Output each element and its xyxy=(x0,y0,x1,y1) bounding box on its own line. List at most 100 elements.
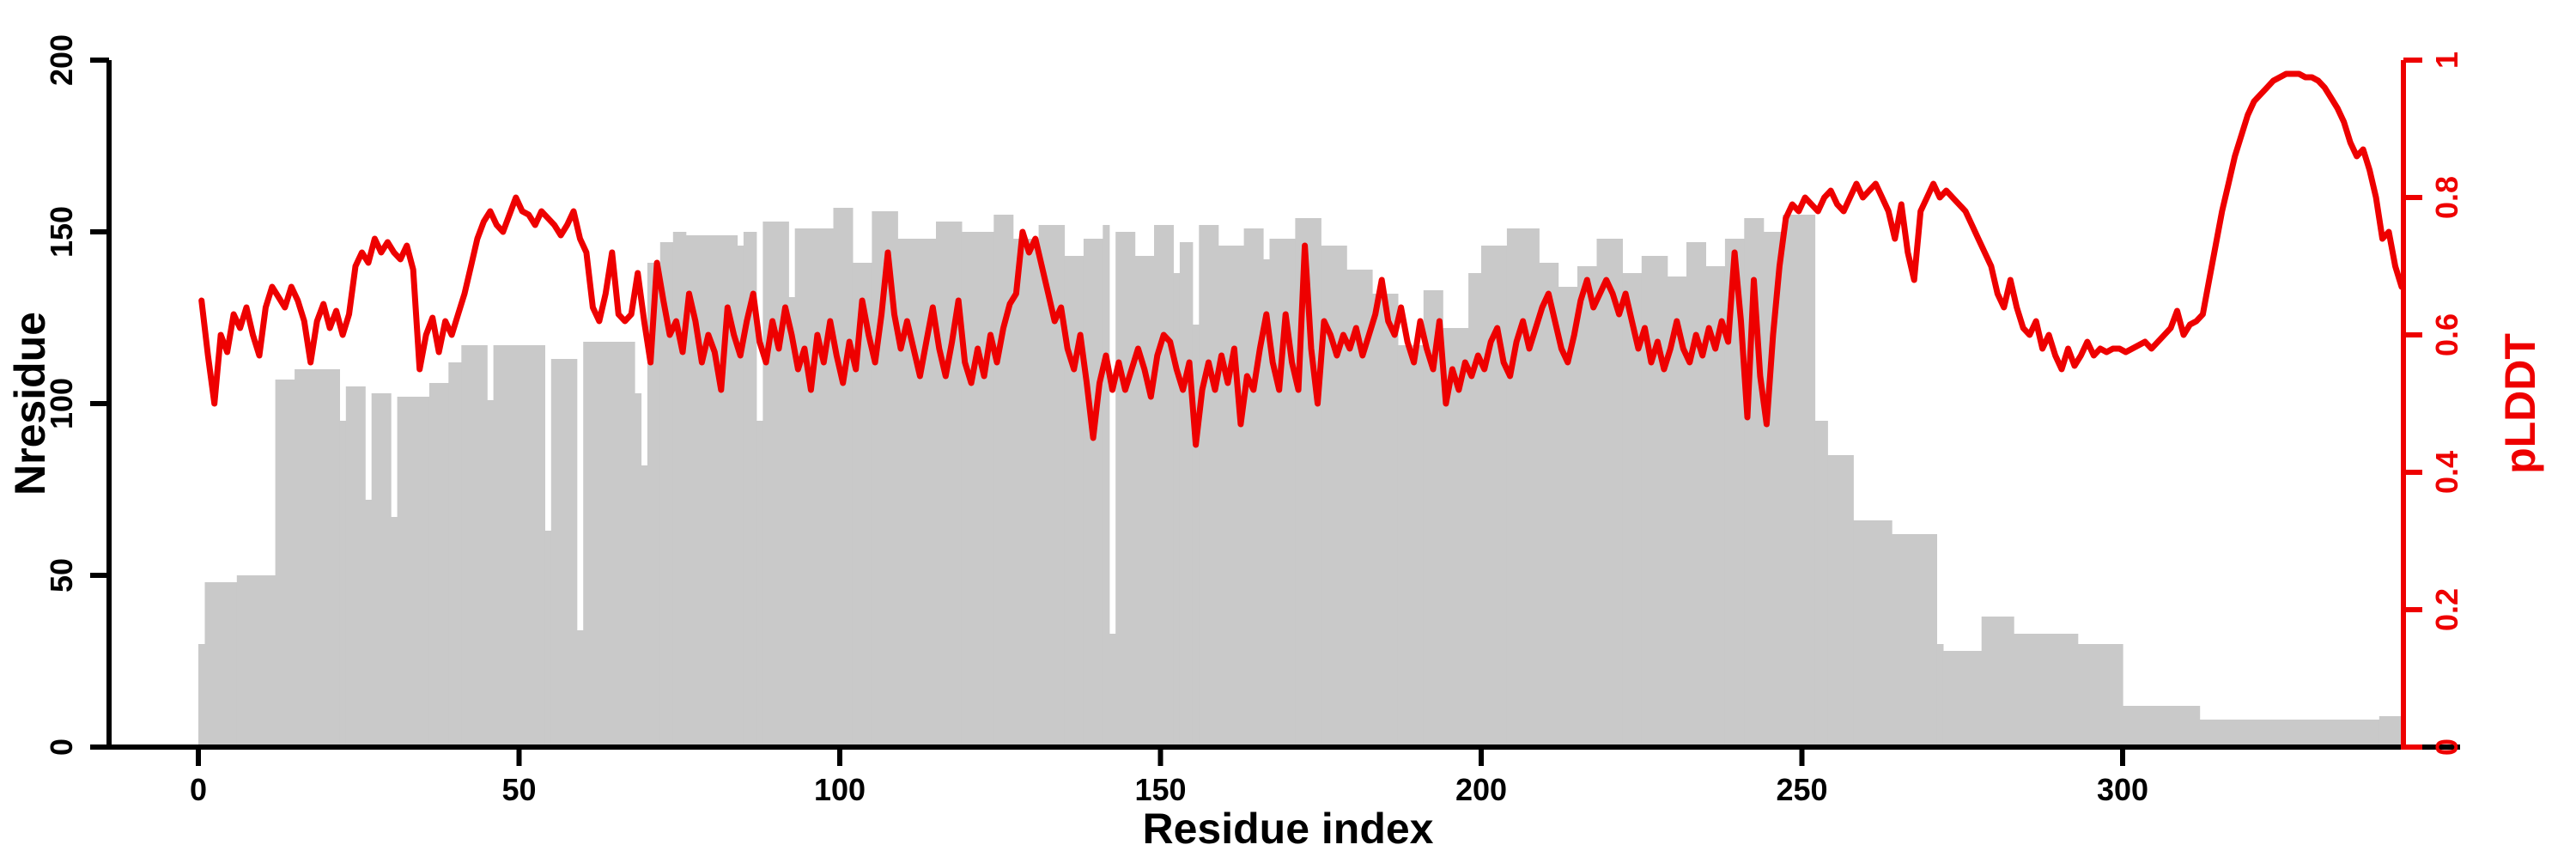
bar-run xyxy=(1468,273,1482,747)
bar-run xyxy=(1192,325,1200,747)
bar-run xyxy=(1115,232,1136,747)
bar-run xyxy=(204,582,238,747)
bar-run xyxy=(550,359,578,747)
y-tick-label-right: 0.8 xyxy=(2429,176,2464,219)
bar-run xyxy=(1154,225,1174,747)
bar-run xyxy=(1064,256,1084,747)
bar-run xyxy=(295,369,340,747)
x-tick-label: 150 xyxy=(1134,772,1186,807)
bar-run xyxy=(1243,228,1264,747)
bar-run xyxy=(635,393,642,747)
y-tick-label-left: 150 xyxy=(44,206,79,258)
bar-run xyxy=(1372,294,1399,747)
bar-run xyxy=(544,531,552,747)
bar-run xyxy=(461,345,488,747)
bar-run xyxy=(659,242,674,747)
x-tick-label: 0 xyxy=(190,772,207,807)
bar-run xyxy=(1397,345,1425,747)
x-tick-label: 200 xyxy=(1455,772,1507,807)
bar-run xyxy=(1481,246,1508,747)
x-tick-label: 300 xyxy=(2097,772,2148,807)
x-axis xyxy=(109,744,2460,766)
bar-run xyxy=(1686,242,1706,747)
bar-run xyxy=(961,232,994,747)
y-axis-title-right: pLDDT xyxy=(2496,333,2544,474)
bar-run xyxy=(1134,256,1155,747)
bar-run xyxy=(794,228,835,747)
bar-run xyxy=(1199,225,1219,747)
bar-run xyxy=(583,342,635,747)
y-tick-label-right: 0.2 xyxy=(2429,588,2464,631)
bar-run xyxy=(1012,239,1040,747)
bar-run xyxy=(576,630,584,747)
bar-run xyxy=(1981,617,2014,747)
x-axis-title: Residue index xyxy=(1143,805,1434,853)
bar-run xyxy=(365,500,373,747)
bar-run xyxy=(641,465,648,747)
bar-run xyxy=(2077,644,2123,747)
nresidue-bars xyxy=(198,208,2406,747)
bar-run xyxy=(1423,290,1443,747)
bar-run xyxy=(756,421,763,747)
bar-run xyxy=(487,400,495,747)
bar-run xyxy=(1539,263,1559,747)
bar-run xyxy=(493,345,545,747)
bar-run xyxy=(371,393,392,747)
x-tick-label: 100 xyxy=(814,772,866,807)
bar-run xyxy=(743,232,757,747)
bar-run xyxy=(428,383,449,747)
bar-run xyxy=(647,263,661,747)
y-axis-right xyxy=(2401,58,2422,750)
y-tick-label-left: 0 xyxy=(44,738,79,756)
y-tick-label-left: 50 xyxy=(44,558,79,593)
bar-run xyxy=(1577,266,1597,747)
bar-run xyxy=(1942,651,1983,747)
bar-run xyxy=(737,246,744,747)
bar-run xyxy=(1705,266,1726,747)
bar-run xyxy=(993,215,1014,747)
bar-run xyxy=(1783,215,1816,747)
bar-run xyxy=(1558,287,1578,747)
bar-run xyxy=(1936,644,1944,747)
x-tick-label: 250 xyxy=(1776,772,1827,807)
bar-run xyxy=(1179,242,1194,747)
y-tick-label-right: 0.4 xyxy=(2429,451,2464,494)
bar-run xyxy=(2014,634,2079,747)
bar-run xyxy=(1083,239,1103,747)
plddt-line xyxy=(198,70,2405,448)
bar-run xyxy=(1814,421,1828,747)
bar-run xyxy=(833,208,854,747)
bar-run xyxy=(448,362,462,747)
bar-run xyxy=(1667,277,1687,747)
bar-run xyxy=(1103,225,1110,747)
bar-run xyxy=(2199,720,2380,747)
bar-run xyxy=(1622,273,1643,747)
bar-run xyxy=(1892,534,1937,747)
bar-run xyxy=(236,575,276,747)
y-axis-left xyxy=(90,58,112,750)
bar-run xyxy=(391,517,398,747)
bar-run xyxy=(345,386,366,747)
bar-run xyxy=(788,297,796,747)
bar-run xyxy=(1218,246,1245,747)
bar-run xyxy=(2123,706,2201,747)
bar-run xyxy=(397,397,430,747)
bar-run xyxy=(198,644,206,747)
bar-run xyxy=(852,263,872,747)
bar-run xyxy=(672,232,687,747)
y-axis-title-left: Nresidue xyxy=(6,312,54,495)
x-tick-label: 50 xyxy=(501,772,536,807)
y-tick-label-left: 200 xyxy=(44,34,79,86)
bar-run xyxy=(1853,520,1893,747)
bar-run xyxy=(1827,455,1854,747)
y-tick-label-right: 0.6 xyxy=(2429,313,2464,356)
bar-run xyxy=(1596,239,1623,747)
bar-run xyxy=(1263,259,1271,747)
y-tick-label-right: 1 xyxy=(2429,52,2464,69)
y-tick-label-left: 100 xyxy=(44,378,79,429)
bar-run xyxy=(275,380,295,747)
bar-run xyxy=(1506,228,1540,747)
bar-run xyxy=(762,222,789,747)
